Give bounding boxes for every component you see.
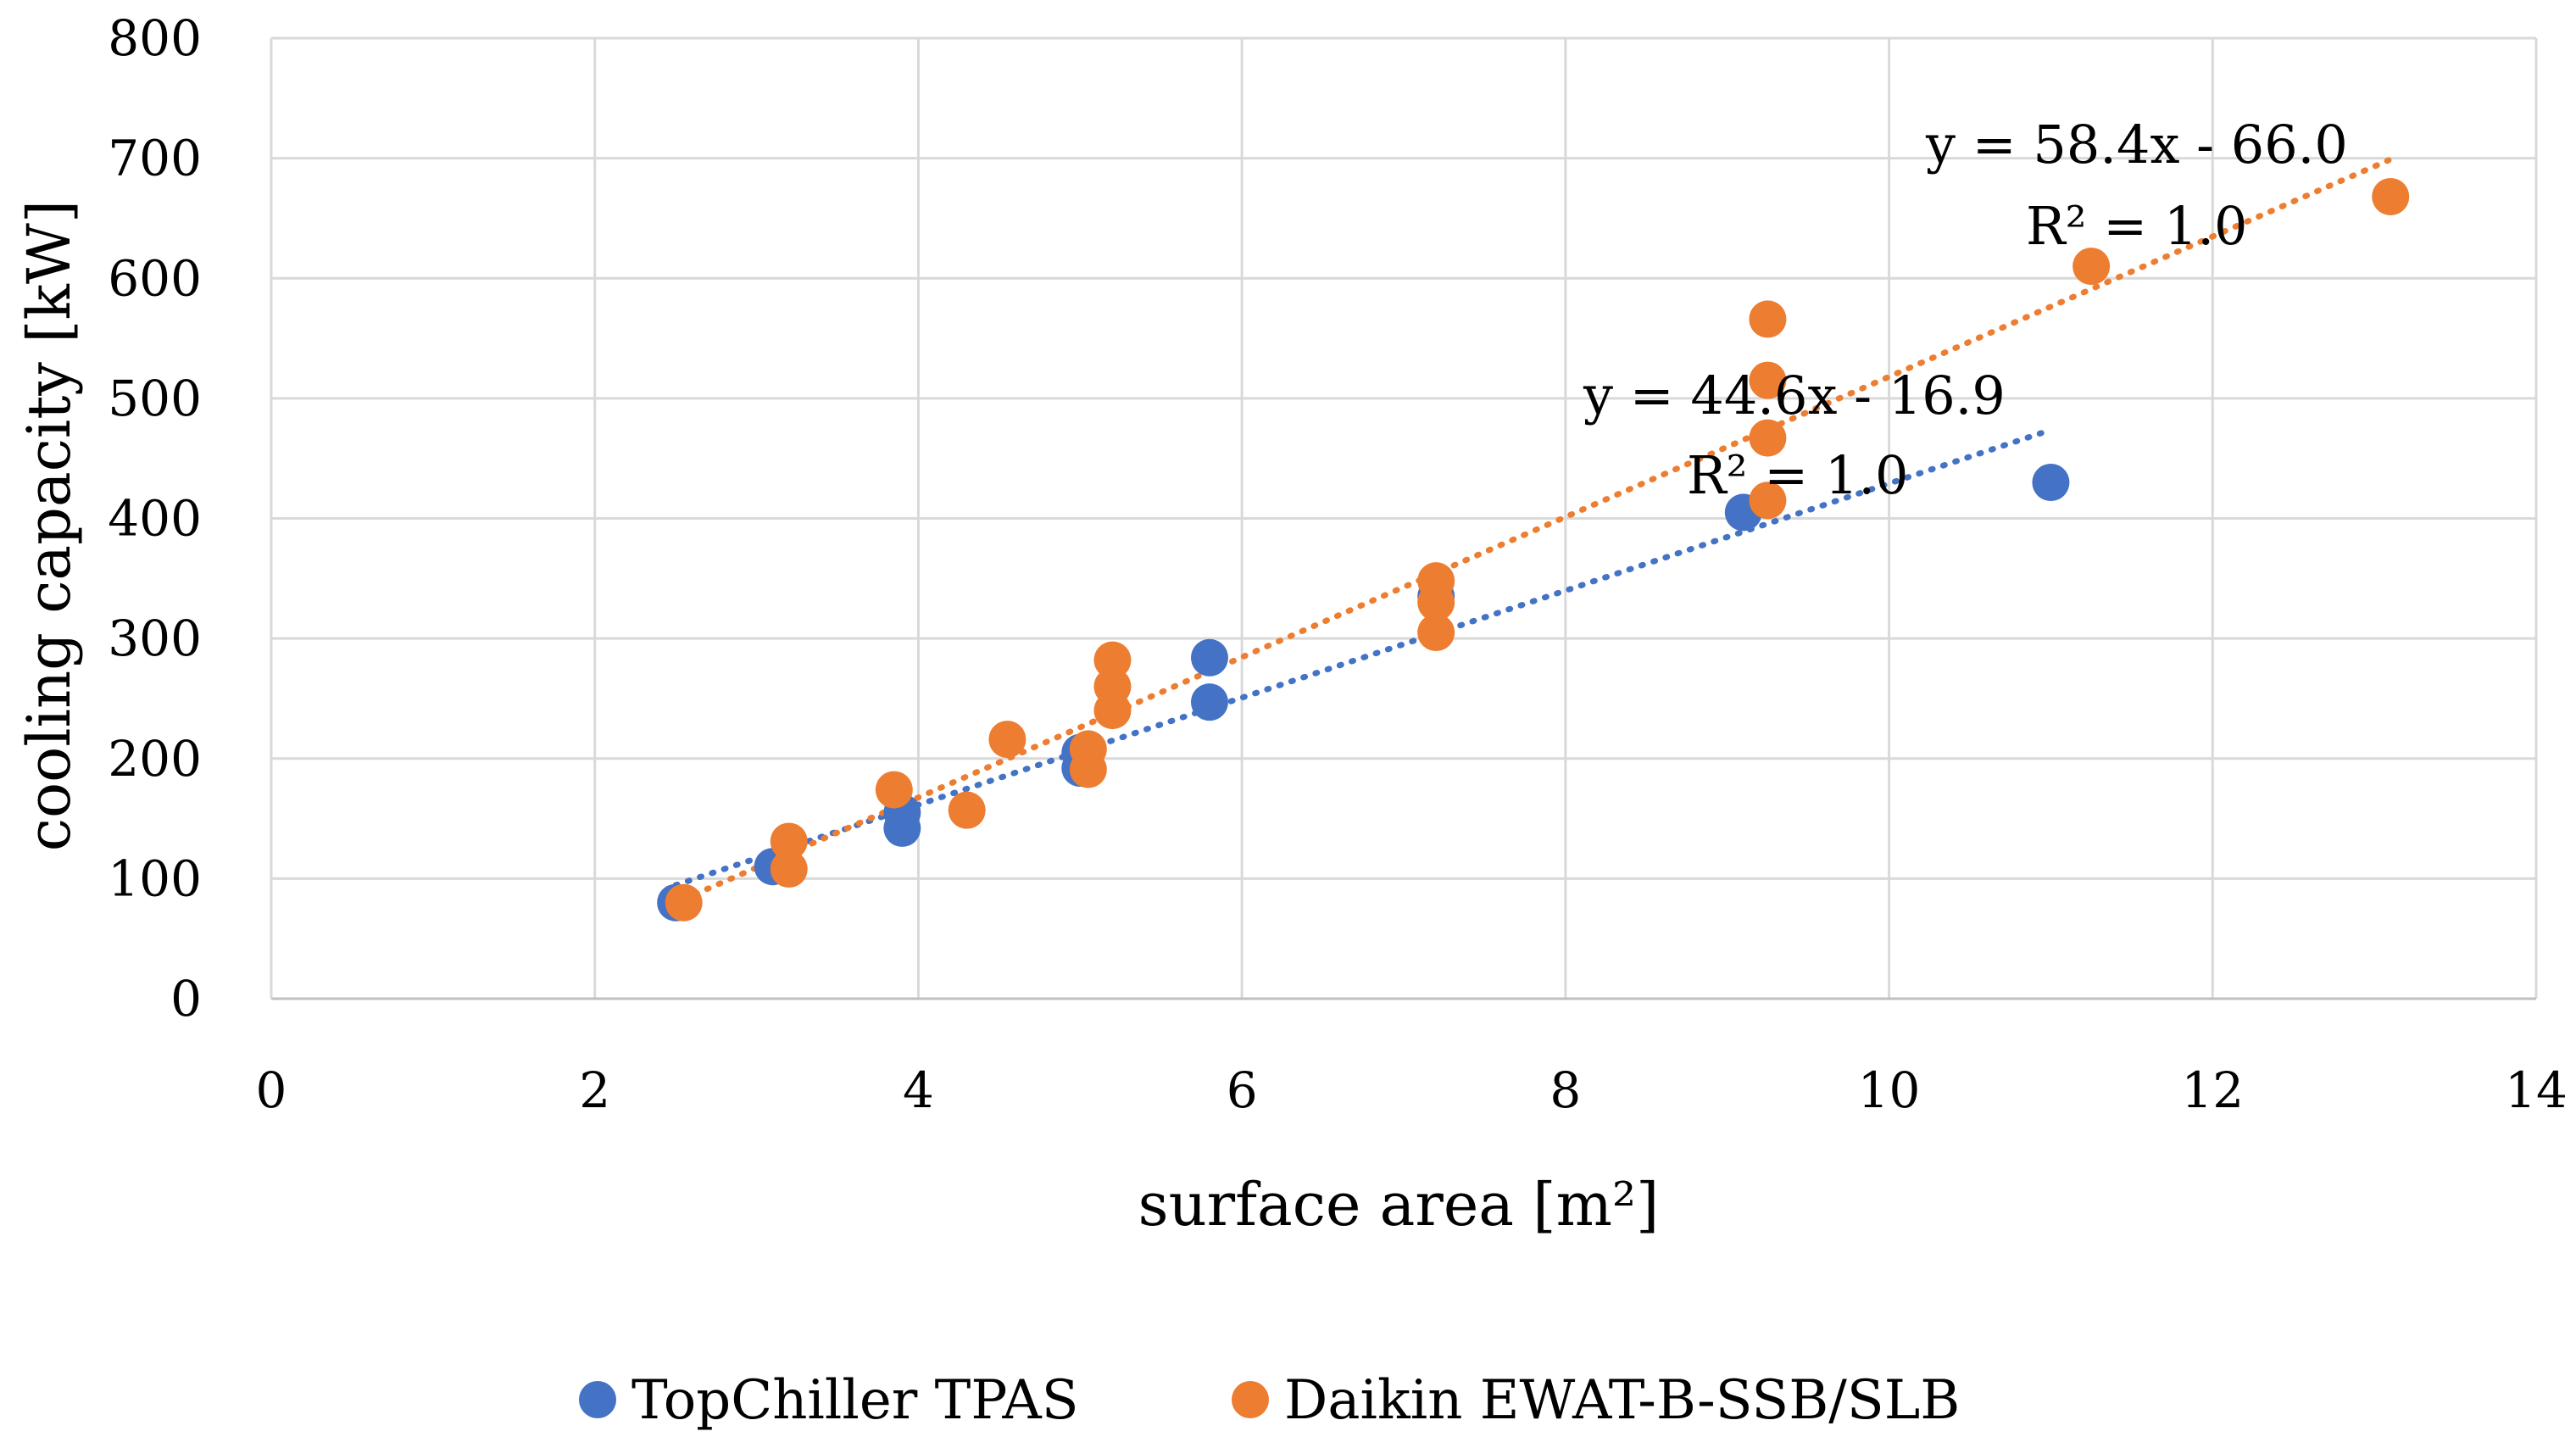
point-series-1-9 xyxy=(1093,667,1132,705)
topchiller-equation: y = 44.6x - 16.9 xyxy=(1583,365,2006,426)
x-tick-label-8: 8 xyxy=(1549,1061,1581,1119)
y-tick-label-500: 500 xyxy=(108,370,202,427)
y-tick-label-700: 700 xyxy=(108,130,202,187)
trendline-series-1 xyxy=(681,156,2394,903)
point-series-1-2 xyxy=(770,822,808,860)
point-series-1-19 xyxy=(2372,177,2410,215)
point-series-0-7 xyxy=(1190,638,1228,677)
daikin-r2: R² = 1.0 xyxy=(2026,195,2248,257)
trendline-annotations: y = 58.4x - 66.0 R² = 1.0 y = 44.6x - 16… xyxy=(1583,114,2348,506)
x-tick-label-2: 2 xyxy=(579,1061,610,1119)
point-series-1-15 xyxy=(1749,419,1787,457)
gridlines xyxy=(271,36,2538,999)
y-tick-label-800: 800 xyxy=(108,9,202,67)
x-tick-label-0: 0 xyxy=(256,1061,287,1119)
x-tick-label-6: 6 xyxy=(1227,1061,1258,1119)
legend-marker-daikin xyxy=(1232,1381,1269,1418)
y-tick-label-300: 300 xyxy=(108,610,202,667)
point-series-1-18 xyxy=(2072,248,2111,286)
y-tick-label-200: 200 xyxy=(108,730,202,788)
point-series-1-10 xyxy=(1093,641,1132,679)
legend-marker-topchiller xyxy=(579,1381,616,1418)
topchiller-r2: R² = 1.0 xyxy=(1687,444,1909,506)
legend-label-daikin: Daikin EWAT-B-SSB/SLB xyxy=(1284,1369,1960,1432)
point-series-1-5 xyxy=(988,721,1027,759)
point-series-1-3 xyxy=(875,771,913,809)
y-tick-label-0: 0 xyxy=(170,970,202,1028)
trendlines xyxy=(672,156,2394,903)
axes xyxy=(270,38,2536,1000)
legend: TopChiller TPAS Daikin EWAT-B-SSB/SLB xyxy=(579,1369,1960,1432)
x-tick-label-12: 12 xyxy=(2181,1061,2244,1119)
daikin-equation: y = 58.4x - 66.0 xyxy=(1925,114,2348,175)
point-series-0-10 xyxy=(2032,464,2070,502)
point-series-1-16 xyxy=(1749,361,1787,399)
point-series-1-4 xyxy=(948,791,986,829)
point-series-1-13 xyxy=(1417,562,1455,600)
point-series-1-14 xyxy=(1749,482,1787,520)
point-series-0-6 xyxy=(1190,683,1228,721)
x-axis-title: surface area [m²] xyxy=(1138,1170,1660,1239)
point-series-1-11 xyxy=(1417,614,1455,652)
point-series-1-0 xyxy=(665,883,703,922)
data-points xyxy=(657,177,2410,922)
tick-labels: 0 100 200 300 400 500 600 700 800 0 2 4 6 8 10 12 14 xyxy=(108,9,2568,1119)
y-axis-title: cooling capacity [kW] xyxy=(14,200,84,851)
y-tick-label-100: 100 xyxy=(108,849,202,907)
legend-label-topchiller: TopChiller TPAS xyxy=(631,1369,1079,1432)
x-tick-label-10: 10 xyxy=(1858,1061,1921,1119)
y-tick-label-400: 400 xyxy=(108,490,202,548)
point-series-1-17 xyxy=(1749,300,1787,338)
y-tick-label-600: 600 xyxy=(108,249,202,307)
point-series-1-1 xyxy=(770,850,808,888)
x-tick-label-4: 4 xyxy=(903,1061,934,1119)
point-series-1-7 xyxy=(1069,730,1107,768)
x-tick-label-14: 14 xyxy=(2505,1061,2568,1119)
